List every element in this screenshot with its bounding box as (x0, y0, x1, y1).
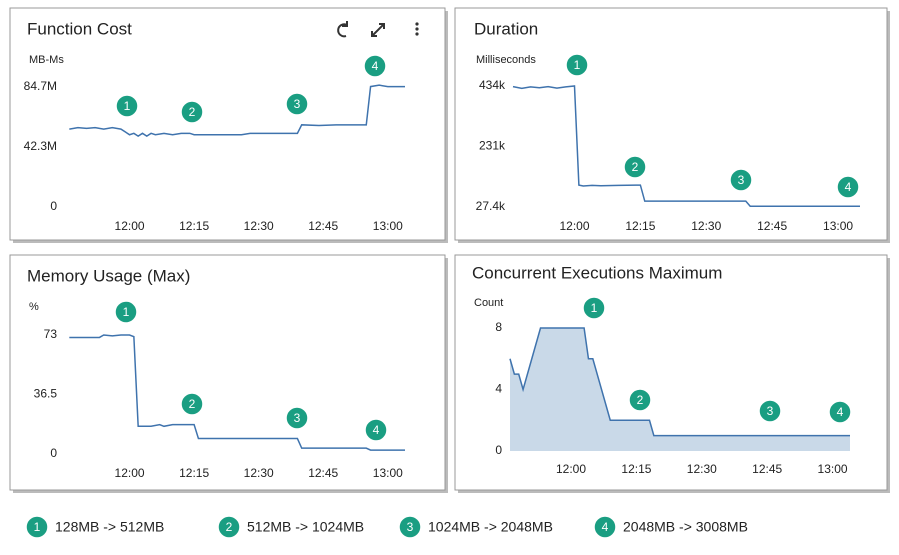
y-tick-label: 0 (495, 443, 502, 457)
panel-tools[interactable] (337, 21, 419, 38)
y-tick-label: 27.4k (476, 199, 506, 213)
step-marker-label: 2 (189, 105, 196, 119)
x-tick-label: 12:45 (757, 219, 787, 233)
line (69, 84, 405, 138)
step-marker-label: 4 (837, 405, 844, 419)
step-marker-label: 3 (738, 173, 745, 187)
x-tick-label: 13:00 (823, 219, 853, 233)
step-marker-label: 1 (123, 305, 130, 319)
line (69, 334, 405, 451)
x-tick-label: 12:45 (752, 462, 782, 476)
step-marker-label: 2 (226, 520, 233, 534)
y-axis-label: MB-Ms (29, 54, 64, 66)
step-marker (828, 400, 852, 424)
step-marker-label: 1 (34, 520, 41, 534)
x-tick-label: 12:00 (115, 466, 145, 480)
step-marker-label: 3 (294, 411, 301, 425)
x-tick-label: 12:30 (691, 219, 721, 233)
x-tick-label: 12:30 (687, 462, 717, 476)
expand-icon[interactable] (371, 23, 385, 37)
chart-title: Function Cost (27, 19, 132, 38)
area (510, 328, 850, 451)
panel (454, 7, 888, 241)
step-marker (398, 515, 422, 539)
step-marker (593, 515, 617, 539)
step-marker-label: 3 (407, 520, 414, 534)
step-marker (180, 100, 204, 124)
y-tick-label: 434k (479, 78, 506, 92)
panels (9, 7, 890, 493)
x-tick-label: 12:45 (308, 466, 338, 480)
x-tick-label: 12:00 (115, 219, 145, 233)
step-marker (285, 406, 309, 430)
step-marker-label: 4 (602, 520, 609, 534)
panel (454, 254, 888, 491)
y-tick-label: 84.7M (24, 79, 57, 93)
x-tick-label: 12:45 (308, 219, 338, 233)
panel (9, 7, 446, 241)
refresh-icon[interactable] (337, 21, 348, 38)
step-marker-label: 1 (574, 58, 581, 72)
panel (9, 254, 446, 491)
step-marker-label: 2 (632, 160, 639, 174)
chart-title: Duration (474, 19, 538, 38)
step-marker-label: 3 (294, 97, 301, 111)
chart-title: Memory Usage (Max) (27, 266, 190, 285)
step-marker-label: 3 (767, 404, 774, 418)
step-marker (25, 515, 49, 539)
x-tick-label: 12:00 (556, 462, 586, 476)
step-marker-label: 4 (372, 59, 379, 73)
y-axis-label: Milliseconds (476, 54, 536, 66)
x-tick-label: 13:00 (373, 219, 403, 233)
x-tick-label: 12:15 (625, 219, 655, 233)
y-tick-label: 231k (479, 139, 506, 153)
step-marker (565, 53, 589, 77)
step-marker (758, 399, 782, 423)
y-tick-label: 4 (495, 382, 502, 396)
x-tick-label: 12:00 (559, 219, 589, 233)
legend-text: 2048MB -> 3008MB (623, 519, 748, 535)
line (512, 85, 860, 207)
y-axis-label: % (29, 301, 39, 313)
y-tick-label: 42.3M (24, 139, 57, 153)
y-tick-label: 8 (495, 320, 502, 334)
x-tick-label: 12:15 (179, 219, 209, 233)
step-marker-label: 2 (189, 397, 196, 411)
step-marker-label: 1 (591, 301, 598, 315)
step-marker (623, 155, 647, 179)
step-marker (217, 515, 241, 539)
chart-title: Concurrent Executions Maximum (472, 263, 722, 282)
step-marker (114, 300, 138, 324)
legend-text: 1024MB -> 2048MB (428, 519, 553, 535)
y-tick-label: 0 (50, 446, 57, 460)
step-marker-label: 4 (845, 180, 852, 194)
step-marker (729, 168, 753, 192)
y-tick-label: 36.5 (34, 387, 58, 401)
step-marker (836, 175, 860, 199)
legend-text: 128MB -> 512MB (55, 519, 164, 535)
x-tick-label: 12:30 (244, 466, 274, 480)
step-marker (582, 296, 606, 320)
x-tick-label: 13:00 (373, 466, 403, 480)
y-axis-label: Count (474, 297, 503, 309)
step-marker (115, 94, 139, 118)
step-marker (180, 392, 204, 416)
x-tick-label: 12:15 (621, 462, 651, 476)
y-tick-label: 0 (50, 199, 57, 213)
x-tick-label: 12:15 (179, 466, 209, 480)
y-tick-label: 73 (44, 327, 58, 341)
step-marker-label: 4 (373, 423, 380, 437)
step-marker (364, 418, 388, 442)
x-tick-label: 12:30 (244, 219, 274, 233)
step-marker (285, 92, 309, 116)
line (509, 327, 850, 437)
menu-icon[interactable] (415, 22, 419, 36)
step-marker-label: 1 (124, 99, 131, 113)
x-tick-label: 13:00 (818, 462, 848, 476)
step-marker-label: 2 (637, 393, 644, 407)
step-marker (628, 388, 652, 412)
legend-text: 512MB -> 1024MB (247, 519, 364, 535)
step-marker (363, 54, 387, 78)
